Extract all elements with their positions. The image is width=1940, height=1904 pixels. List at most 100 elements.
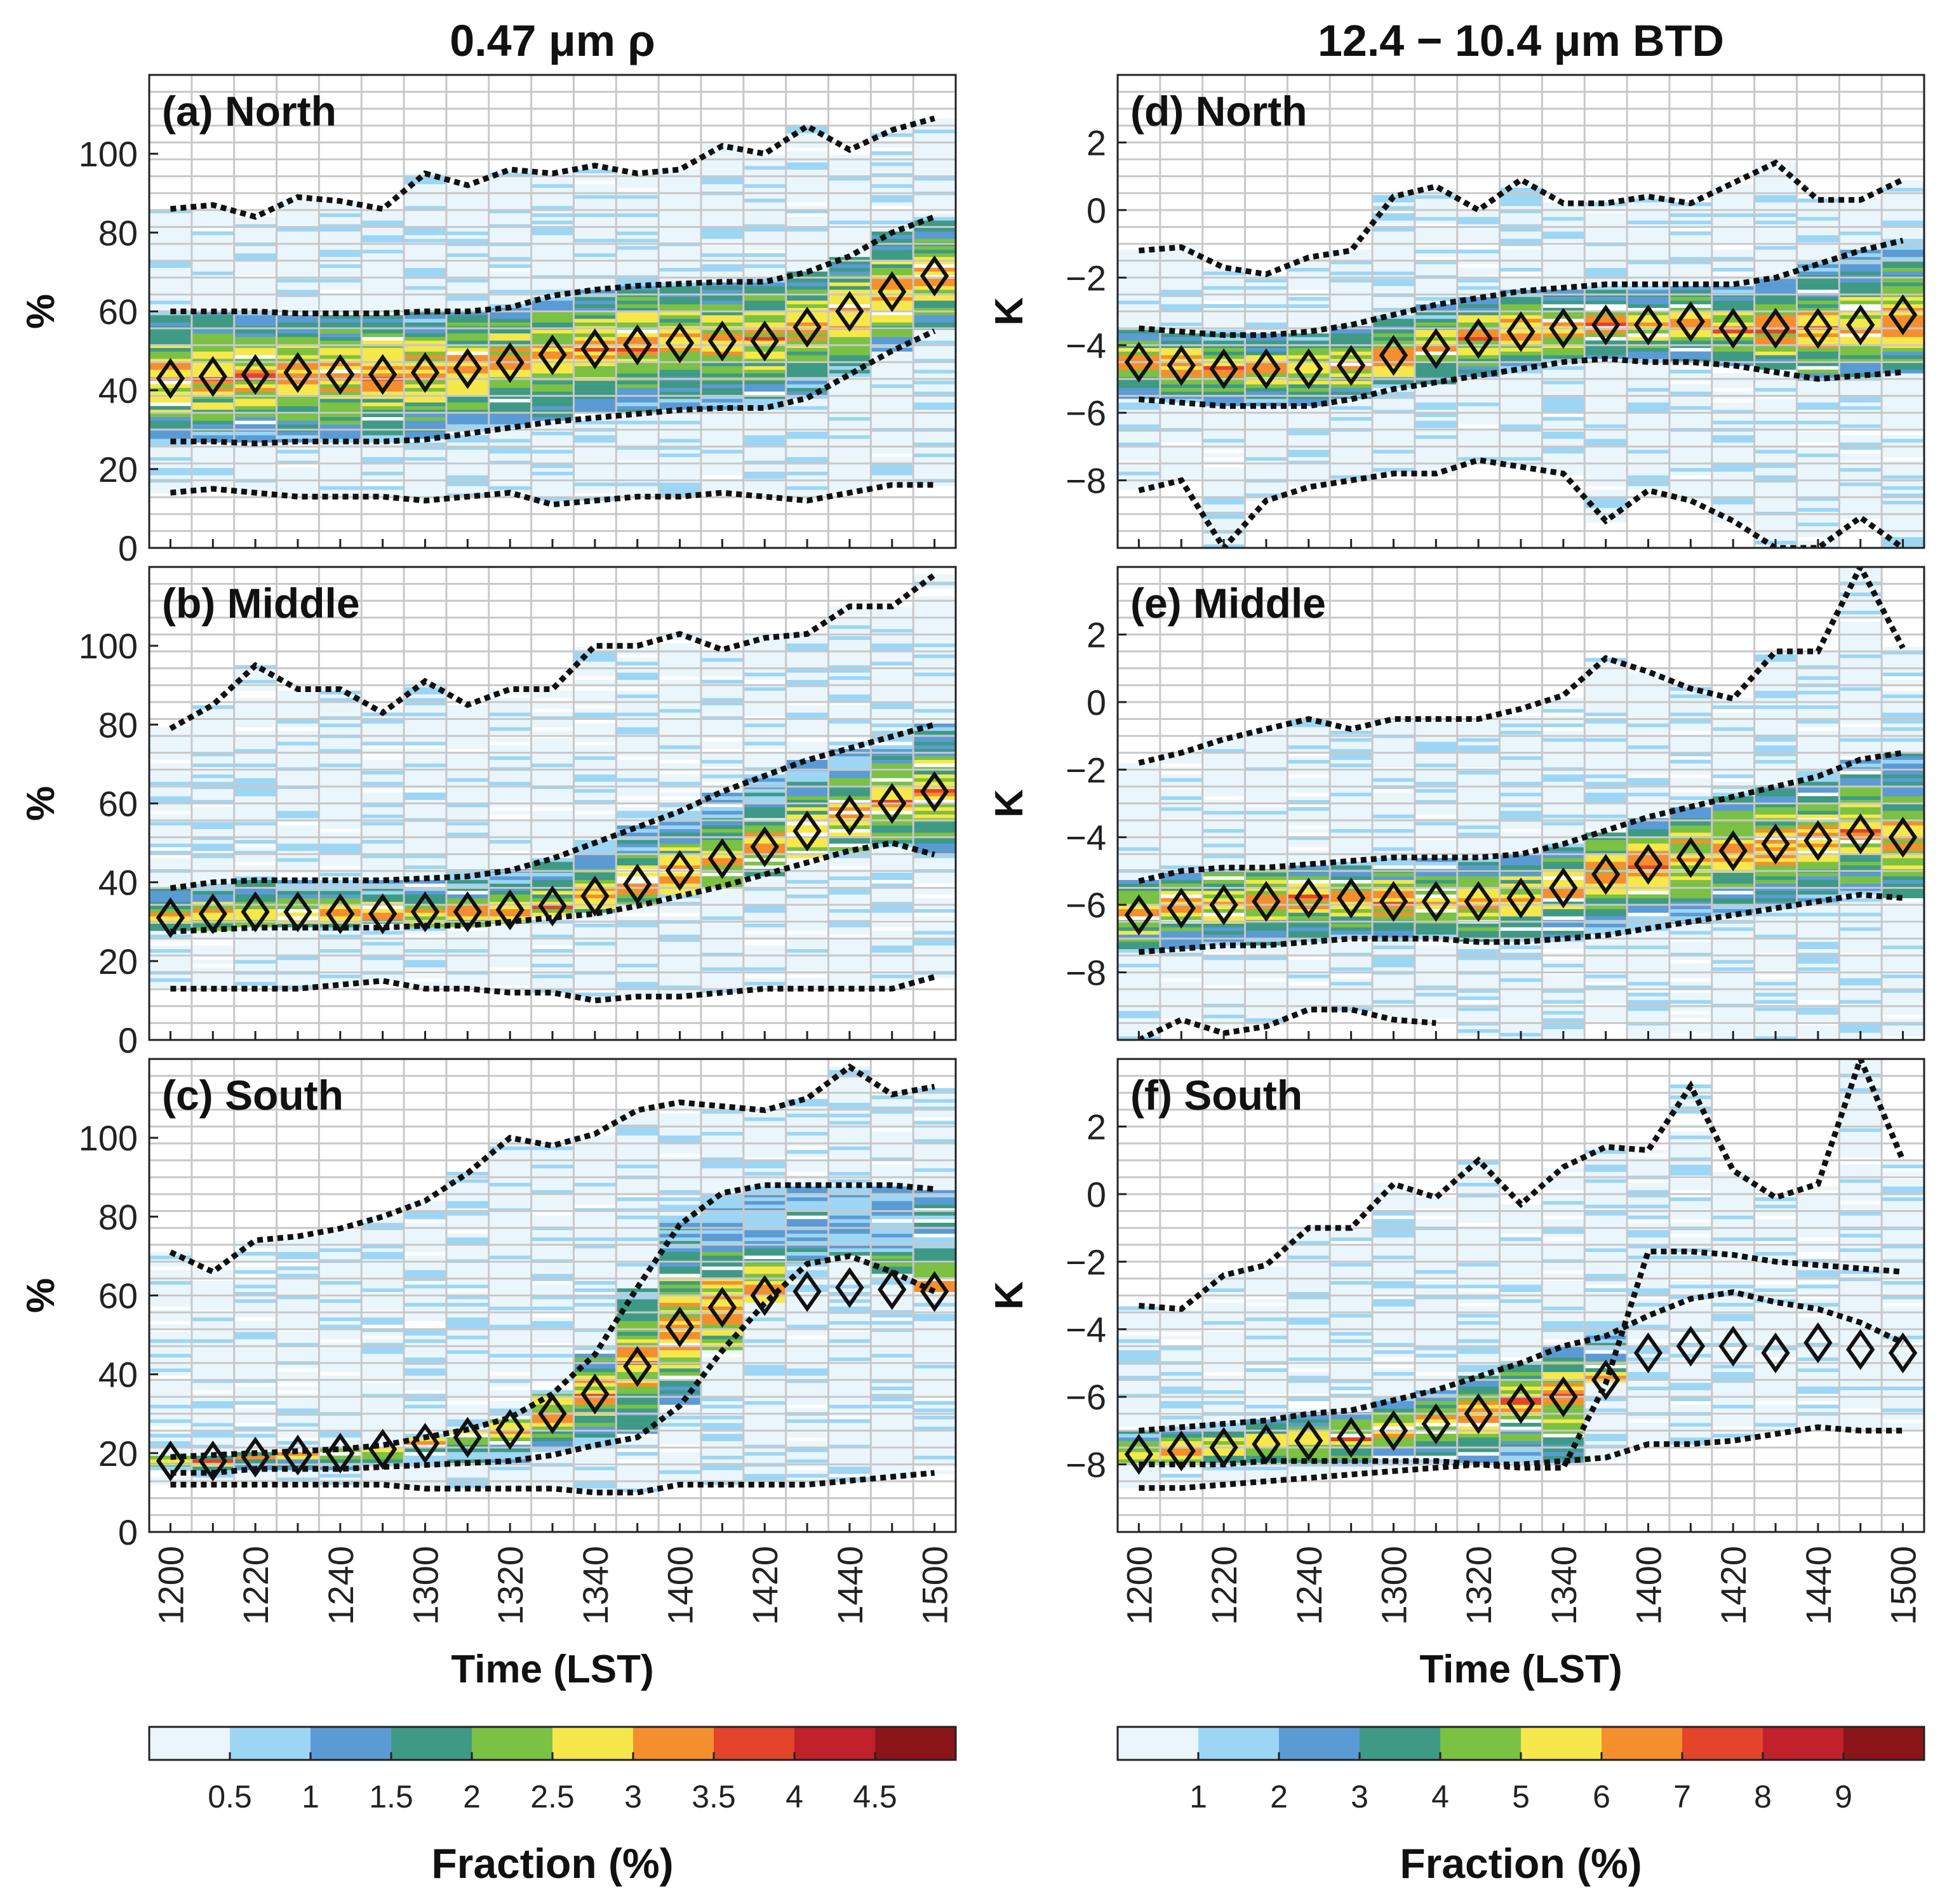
heatmap-cell xyxy=(531,839,574,844)
heatmap-cell xyxy=(786,1394,829,1398)
heatmap-cell xyxy=(786,238,829,243)
heatmap-cell xyxy=(276,1284,319,1289)
heatmap-cell xyxy=(234,1375,277,1380)
heatmap-cell xyxy=(488,336,532,341)
heatmap-cell xyxy=(531,825,574,829)
heatmap-cell xyxy=(786,730,829,735)
heatmap-cell xyxy=(149,282,192,286)
heatmap-cell xyxy=(659,832,701,837)
heatmap-cell xyxy=(743,1455,786,1460)
heatmap-cell xyxy=(700,278,744,283)
heatmap-cell xyxy=(913,122,956,126)
heatmap-cell xyxy=(446,1241,489,1245)
heatmap-cell xyxy=(319,923,362,928)
heatmap-cell xyxy=(871,1110,914,1114)
heatmap-cell xyxy=(573,406,617,410)
heatmap-cell xyxy=(743,399,786,403)
heatmap-cell xyxy=(319,723,362,728)
heatmap-cell xyxy=(404,770,446,775)
heatmap-cell xyxy=(446,333,489,337)
heatmap-cell xyxy=(743,1168,786,1172)
heatmap-cell xyxy=(319,296,362,301)
heatmap-cell xyxy=(319,319,362,323)
heatmap-cell xyxy=(871,173,914,177)
heatmap-cell xyxy=(149,851,192,855)
heatmap-cell xyxy=(531,1448,574,1453)
heatmap-cell xyxy=(700,256,744,261)
heatmap-cell xyxy=(700,1211,744,1216)
heatmap-cell xyxy=(531,330,574,334)
heatmap-cell xyxy=(786,173,829,177)
heatmap-cell xyxy=(234,340,277,345)
heatmap-cell xyxy=(191,1434,234,1438)
heatmap-cell xyxy=(616,439,659,443)
heatmap-cell xyxy=(700,304,744,308)
heatmap-cell xyxy=(828,486,871,490)
heatmap-cell xyxy=(276,1266,319,1270)
heatmap-cell xyxy=(659,709,701,713)
heatmap-cell xyxy=(488,690,532,695)
heatmap-cell xyxy=(871,654,914,658)
heatmap-cell xyxy=(913,282,956,286)
heatmap-cell xyxy=(573,1448,617,1453)
heatmap-cell xyxy=(616,985,659,989)
heatmap-cell xyxy=(361,1237,404,1241)
heatmap-cell xyxy=(913,180,956,185)
heatmap-cell xyxy=(743,278,786,283)
heatmap-cell xyxy=(700,1179,744,1183)
heatmap-cell xyxy=(743,796,786,800)
heatmap-cell xyxy=(191,446,234,450)
heatmap-cell xyxy=(276,384,319,389)
heatmap-cell xyxy=(319,945,362,949)
heatmap-cell xyxy=(191,949,234,953)
heatmap-cell xyxy=(828,1317,871,1321)
heatmap-cell xyxy=(659,173,701,177)
heatmap-cell xyxy=(276,1314,319,1318)
heatmap-cell xyxy=(404,1241,446,1245)
heatmap-cell xyxy=(616,931,659,935)
heatmap-cell xyxy=(488,253,532,257)
heatmap-cell xyxy=(488,843,532,848)
heatmap-cell xyxy=(700,1430,744,1434)
heatmap-cell xyxy=(404,1270,446,1274)
heatmap-cell xyxy=(659,187,701,192)
heatmap-cell xyxy=(276,235,319,239)
heatmap-cell xyxy=(488,384,532,389)
heatmap-cell xyxy=(616,742,659,746)
heatmap-cell xyxy=(700,206,744,210)
heatmap-cell xyxy=(446,1481,489,1485)
heatmap-cell xyxy=(743,1211,786,1216)
heatmap-cell xyxy=(488,282,532,286)
heatmap-cell xyxy=(700,730,744,735)
heatmap-cell xyxy=(828,1088,871,1092)
heatmap-cell xyxy=(149,464,192,469)
heatmap-cell xyxy=(276,1237,319,1241)
heatmap-cell xyxy=(149,486,192,490)
heatmap-cell xyxy=(191,1459,234,1463)
heatmap-cell xyxy=(913,380,956,385)
heatmap-cell xyxy=(531,719,574,724)
heatmap-cell xyxy=(743,1139,786,1143)
heatmap-cell xyxy=(743,959,786,964)
heatmap-cell xyxy=(446,825,489,829)
heatmap-cell xyxy=(531,439,574,443)
heatmap-cell xyxy=(700,938,744,942)
heatmap-cell xyxy=(913,355,956,359)
heatmap-cell xyxy=(191,330,234,334)
heatmap-cell xyxy=(531,1357,574,1361)
heatmap-cell xyxy=(234,887,277,891)
heatmap-cell xyxy=(234,1368,277,1373)
heatmap-cell xyxy=(828,694,871,698)
heatmap-cell xyxy=(828,162,871,166)
heatmap-cell xyxy=(446,709,489,713)
heatmap-cell xyxy=(700,712,744,717)
heatmap-cell xyxy=(234,238,277,243)
heatmap-cell xyxy=(828,216,871,221)
heatmap-cell xyxy=(743,333,786,337)
heatmap-cell xyxy=(743,166,786,170)
heatmap-cell xyxy=(913,253,956,257)
heatmap-cell xyxy=(234,749,277,753)
heatmap-cell xyxy=(828,756,871,760)
heatmap-cell xyxy=(319,1455,362,1460)
heatmap-cell xyxy=(743,811,786,815)
